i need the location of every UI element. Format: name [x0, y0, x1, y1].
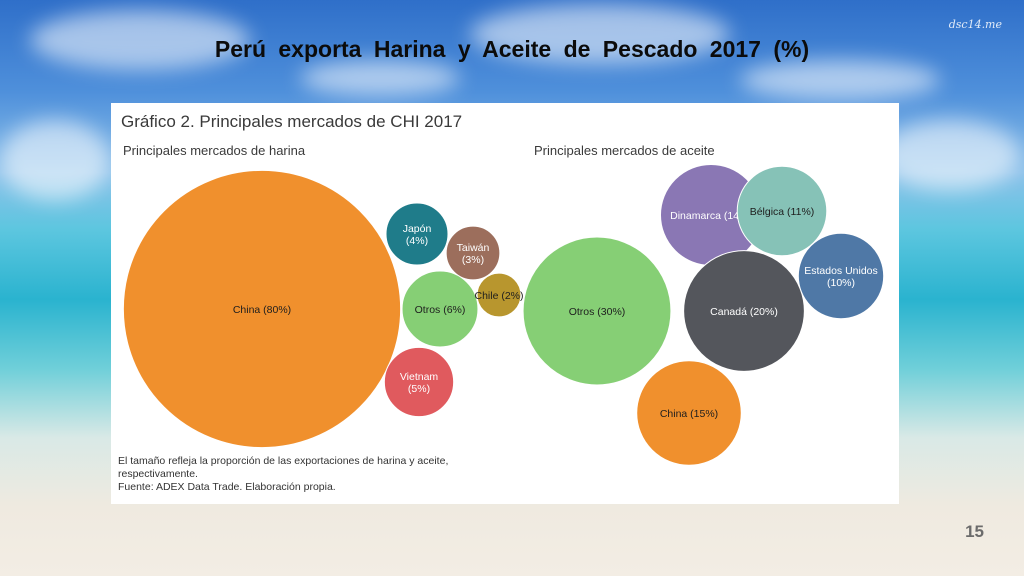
bubble-label: Otros (6%): [415, 304, 466, 316]
bubble-circle: [476, 272, 522, 318]
bubble-circle: [401, 270, 479, 348]
aceite-subtitle: Principales mercados de aceite: [534, 143, 715, 158]
bubble-japon: Japón (4%): [385, 202, 449, 266]
bubble-otros: Otros (30%): [522, 236, 672, 386]
bubble-circle: [385, 202, 449, 266]
bubble-label: Bélgica (11%): [750, 206, 815, 218]
bubble-label: Japón (4%): [403, 223, 432, 247]
bubble-label: Vietnam (5%): [400, 371, 439, 395]
bubble-chile: Chile (2%): [474, 272, 524, 318]
bubble-circle: [122, 169, 402, 449]
bubble-label: Dinamarca (14%): [670, 210, 752, 222]
bubble-circle: [445, 225, 501, 281]
bubble-circle: [636, 360, 742, 466]
bubble-label: Taiwán (3%): [457, 242, 490, 266]
chart-card: Gráfico 2. Principales mercados de CHI 2…: [111, 103, 899, 504]
watermark: dsc14.me: [948, 18, 1002, 31]
bubble-circle: [797, 232, 885, 320]
chart-note: El tamaño refleja la proporción de las e…: [118, 455, 478, 494]
note-text: El tamaño refleja la proporción de las e…: [118, 455, 449, 480]
bubble-china: China (80%): [122, 169, 402, 449]
bubble-vietnam: Vietnam (5%): [383, 346, 455, 418]
bubble-label: China (15%): [660, 408, 718, 420]
bubble-label: Chile (2%): [474, 290, 523, 302]
bubble-taiwan: Taiwán (3%): [445, 225, 501, 281]
bubble-canada: Canadá (20%): [683, 250, 805, 372]
bubble-label: Canadá (20%): [710, 306, 778, 318]
bubble-circle: [736, 165, 828, 257]
bubble-china: China (15%): [636, 360, 742, 466]
chart-title: Gráfico 2. Principales mercados de CHI 2…: [121, 112, 463, 131]
bubble-belgica: Bélgica (11%): [736, 165, 828, 257]
bubble-estados-unidos: Estados Unidos (10%): [797, 232, 885, 320]
slide-title: Perú exporta Harina y Aceite de Pescado …: [214, 36, 810, 62]
source-text: Fuente: ADEX Data Trade. Elaboración pro…: [118, 481, 336, 493]
bubble-circle: [522, 236, 672, 386]
page-number: 15: [965, 522, 984, 541]
bubble-circle: [683, 250, 805, 372]
bubble-chart: China (80%) Japón (4%) Taiwán (3%) Otros (6%)…: [122, 163, 885, 466]
harina-subtitle: Principales mercados de harina: [123, 143, 306, 158]
bubble-label: Estados Unidos (10%): [804, 265, 878, 289]
bubble-circle: [383, 346, 455, 418]
bubble-otros: Otros (6%): [401, 270, 479, 348]
bubble-label: China (80%): [233, 304, 291, 316]
bubble-label: Otros (30%): [569, 306, 626, 318]
